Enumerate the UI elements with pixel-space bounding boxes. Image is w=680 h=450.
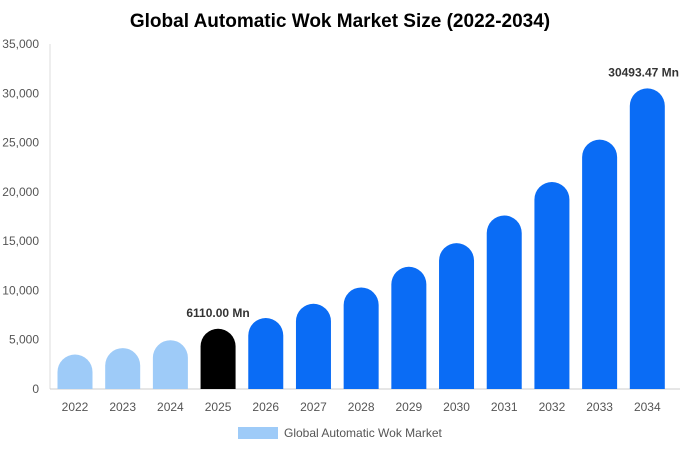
x-tick-label: 2029 [395,400,422,414]
x-tick-label: 2022 [62,400,89,414]
legend-label: Global Automatic Wok Market [284,426,443,440]
x-tick-label: 2034 [634,400,661,414]
bar-2031[interactable] [486,215,522,389]
bar-2026[interactable] [248,318,284,389]
legend[interactable]: Global Automatic Wok Market [238,426,443,440]
bar-2022[interactable] [57,354,93,389]
x-tick-label: 2023 [109,400,136,414]
x-tick-label: 2027 [300,400,327,414]
bar-2033[interactable] [582,139,618,389]
y-tick-label: 30,000 [2,86,39,100]
bar-2023[interactable] [105,348,141,389]
x-tick-label: 2028 [348,400,375,414]
y-tick-label: 35,000 [2,37,39,51]
data-labels: 6110.00 Mn 30493.47 Mn [186,65,679,319]
data-label: 6110.00 Mn [186,306,249,320]
y-tick-label: 10,000 [2,283,39,297]
y-tick-label: 15,000 [2,234,39,248]
y-tick-label: 5,000 [9,333,39,347]
x-tick-label: 2024 [157,400,184,414]
data-label: 30493.47 Mn [608,65,679,79]
y-tick-label: 0 [32,382,39,396]
bars [57,88,665,389]
bar-2024[interactable] [152,340,188,389]
bar-2027[interactable] [295,303,331,389]
y-tick-label: 20,000 [2,185,39,199]
y-axis: 0 5,000 10,000 15,000 20,000 25,000 30,000 35,0… [2,37,39,396]
chart-title: Global Automatic Wok Market Size (2022-2… [130,11,550,32]
bar-2030[interactable] [439,243,475,389]
x-tick-label: 2031 [491,400,518,414]
x-tick-label: 2032 [539,400,566,414]
bar-2034[interactable] [629,88,665,389]
x-tick-label: 2033 [586,400,613,414]
bar-2032[interactable] [534,182,570,389]
bar-2025[interactable] [200,328,236,389]
x-tick-label: 2030 [443,400,470,414]
x-tick-label: 2026 [252,400,279,414]
x-tick-label: 2025 [205,400,232,414]
bar-2028[interactable] [343,287,379,389]
bar-2029[interactable] [391,266,427,389]
x-axis: 2022 2023 2024 2025 2026 2027 2028 2029 2030 2031… [62,400,661,414]
y-tick-label: 25,000 [2,136,39,150]
legend-swatch [238,427,278,439]
